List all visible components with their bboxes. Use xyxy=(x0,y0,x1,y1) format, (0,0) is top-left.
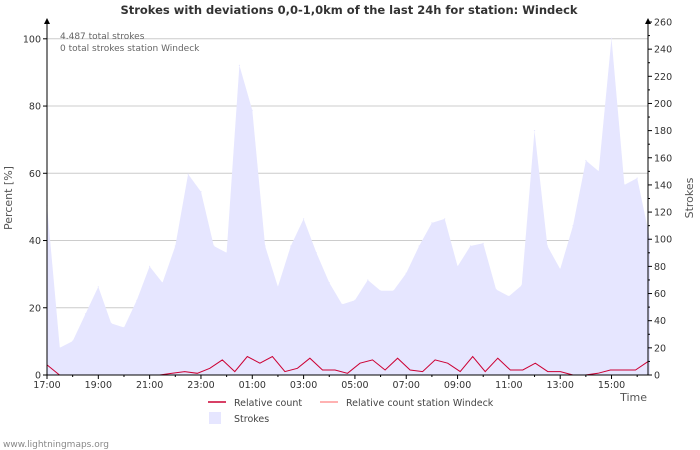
strokes-point xyxy=(482,242,484,244)
strokes-point xyxy=(136,299,138,301)
x-tick-label-1500: 15:00 xyxy=(598,380,625,391)
strokes-point xyxy=(110,322,112,324)
strokes-point xyxy=(290,245,292,247)
x-tick-label-0300: 03:00 xyxy=(290,380,317,391)
strokes-point xyxy=(213,245,215,247)
legend-label-relative-count-station: Relative count station Windeck xyxy=(346,398,494,409)
x-tick-label-0900: 09:00 xyxy=(444,380,471,391)
strokes-point xyxy=(315,252,317,254)
x-tick-label-1100: 11:00 xyxy=(495,380,522,391)
legend: Relative count Relative count station Wi… xyxy=(208,398,494,425)
left-tick-label-100: 100 xyxy=(23,34,41,45)
strokes-point xyxy=(610,37,613,39)
strokes-point xyxy=(469,245,471,247)
strokes-point xyxy=(392,290,394,292)
right-tick-label-140: 140 xyxy=(654,180,672,191)
legend-label-relative-count: Relative count xyxy=(234,398,302,409)
strokes-point xyxy=(508,295,510,297)
legend-swatch-strokes xyxy=(209,412,221,424)
strokes-point xyxy=(418,245,420,247)
strokes-point xyxy=(546,245,549,247)
strokes-point xyxy=(187,173,189,175)
strokes-point xyxy=(238,64,240,66)
strokes-point xyxy=(572,225,574,227)
right-tick-label-180: 180 xyxy=(654,126,672,137)
strokes-point xyxy=(59,347,61,349)
left-tick-label-40: 40 xyxy=(29,236,41,247)
chart-title: Strokes with deviations 0,0-1,0km of the… xyxy=(120,3,577,17)
y-axis-left-label: Percent [%] xyxy=(2,166,15,230)
right-tick-label-200: 200 xyxy=(654,99,672,110)
strokes-point xyxy=(72,340,74,342)
x-tick-label-0700: 07:00 xyxy=(393,380,420,391)
strokes-point xyxy=(354,299,356,301)
annotation-total-strokes: 4.487 total strokes xyxy=(60,32,145,42)
y-axis-right-label: Strokes xyxy=(683,177,696,218)
strokes-point xyxy=(623,184,626,186)
strokes-point xyxy=(97,286,99,288)
strokes-point xyxy=(444,218,446,220)
x-tick-label-0100: 01:00 xyxy=(239,380,266,391)
strokes-point xyxy=(251,109,253,111)
right-tick-label-20: 20 xyxy=(654,343,666,354)
strokes-point xyxy=(521,284,523,286)
x-tick-label-2300: 23:00 xyxy=(187,380,214,391)
tick-layer: 0 20 40 60 80 100 0 20 40 60 80 100 120 140 160 180 200 2… xyxy=(23,18,672,392)
right-tick-label-60: 60 xyxy=(654,289,666,300)
footer-credit: www.lightningmaps.org xyxy=(3,440,109,450)
left-tick-label-60: 60 xyxy=(29,169,41,180)
annotation-station-strokes: 0 total strokes station Windeck xyxy=(60,44,200,54)
strokes-point xyxy=(161,282,164,284)
strokes-point xyxy=(341,303,343,305)
strokes-point xyxy=(303,218,305,220)
right-tick-label-80: 80 xyxy=(654,262,666,273)
x-tick-label-1700: 17:00 xyxy=(33,380,60,391)
strokes-point xyxy=(380,290,382,292)
strokes-area xyxy=(47,38,650,376)
right-axis-arrow xyxy=(645,18,651,24)
x-axis-label: Time xyxy=(619,391,647,404)
strokes-point xyxy=(636,177,638,179)
right-tick-label-100: 100 xyxy=(654,235,672,246)
strokes-point xyxy=(495,288,497,291)
strokes-point xyxy=(277,286,279,288)
strokes-point xyxy=(149,265,151,267)
strokes-point xyxy=(328,282,330,284)
left-tick-label-0: 0 xyxy=(35,371,41,382)
strokes-point xyxy=(264,245,266,247)
x-tick-label-1300: 13:00 xyxy=(547,380,574,391)
right-tick-label-0: 0 xyxy=(654,371,660,382)
left-axis-arrow xyxy=(44,18,50,24)
strokes-point xyxy=(431,222,433,224)
strokes-point xyxy=(585,159,587,162)
strokes-point xyxy=(123,326,125,329)
right-tick-label-120: 120 xyxy=(654,208,672,219)
x-tick-label-0500: 05:00 xyxy=(341,380,368,391)
x-tick-label-2100: 21:00 xyxy=(136,380,163,391)
right-tick-label-40: 40 xyxy=(654,316,666,327)
right-tick-label-160: 160 xyxy=(654,153,672,164)
strokes-point xyxy=(533,130,536,132)
strokes-point xyxy=(226,252,228,254)
right-tick-label-260: 260 xyxy=(654,18,672,29)
strokes-point xyxy=(457,265,459,267)
strokes-point xyxy=(367,279,369,281)
strokes-point xyxy=(559,268,561,270)
right-tick-label-240: 240 xyxy=(654,45,672,56)
left-tick-label-20: 20 xyxy=(29,303,41,314)
strokes-point xyxy=(84,313,87,315)
x-tick-label-1900: 19:00 xyxy=(85,380,112,391)
strokes-point xyxy=(200,191,202,193)
legend-label-strokes: Strokes xyxy=(234,414,269,425)
strokes-area-layer xyxy=(46,37,651,376)
strokes-point xyxy=(405,272,407,274)
strokes-point xyxy=(598,170,600,172)
strokes-point xyxy=(174,245,176,247)
right-tick-label-220: 220 xyxy=(654,72,672,83)
left-tick-label-80: 80 xyxy=(29,102,41,113)
